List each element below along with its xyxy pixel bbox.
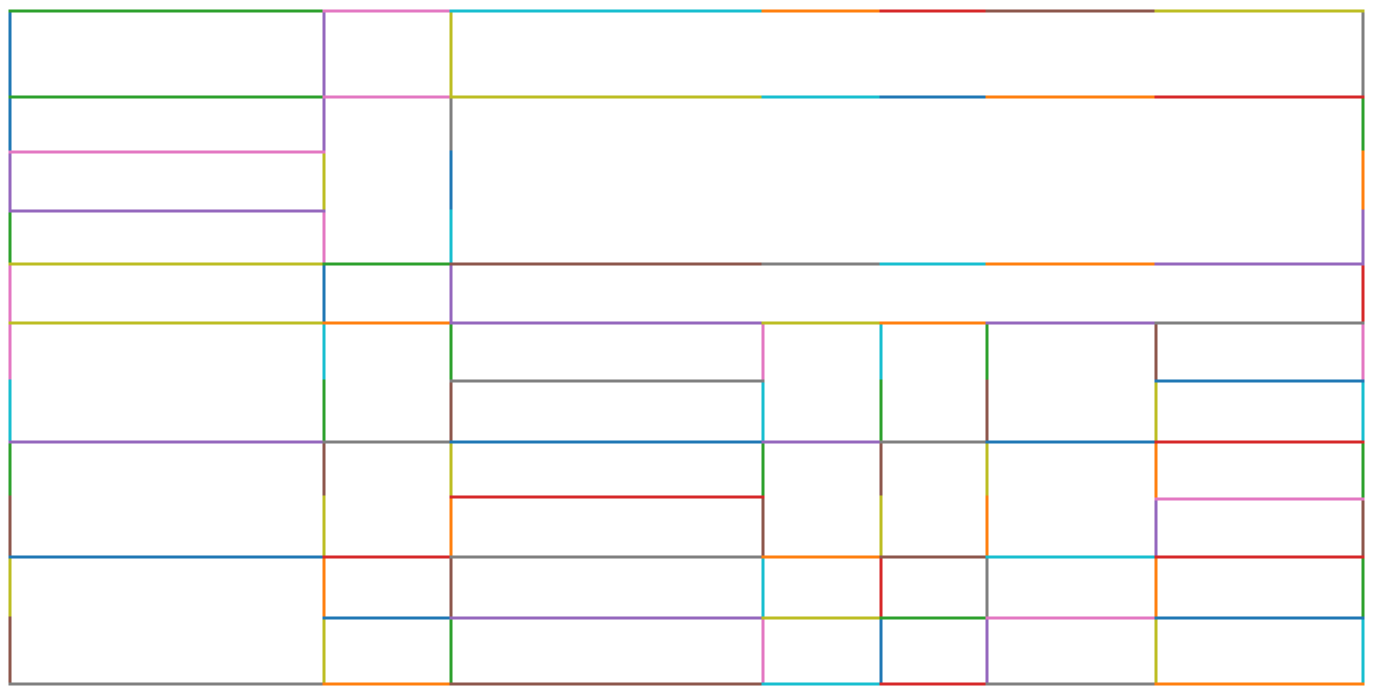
mosaic-figure bbox=[0, 0, 1375, 695]
mosaic-canvas bbox=[0, 0, 1375, 695]
canvas-background bbox=[0, 0, 1375, 695]
